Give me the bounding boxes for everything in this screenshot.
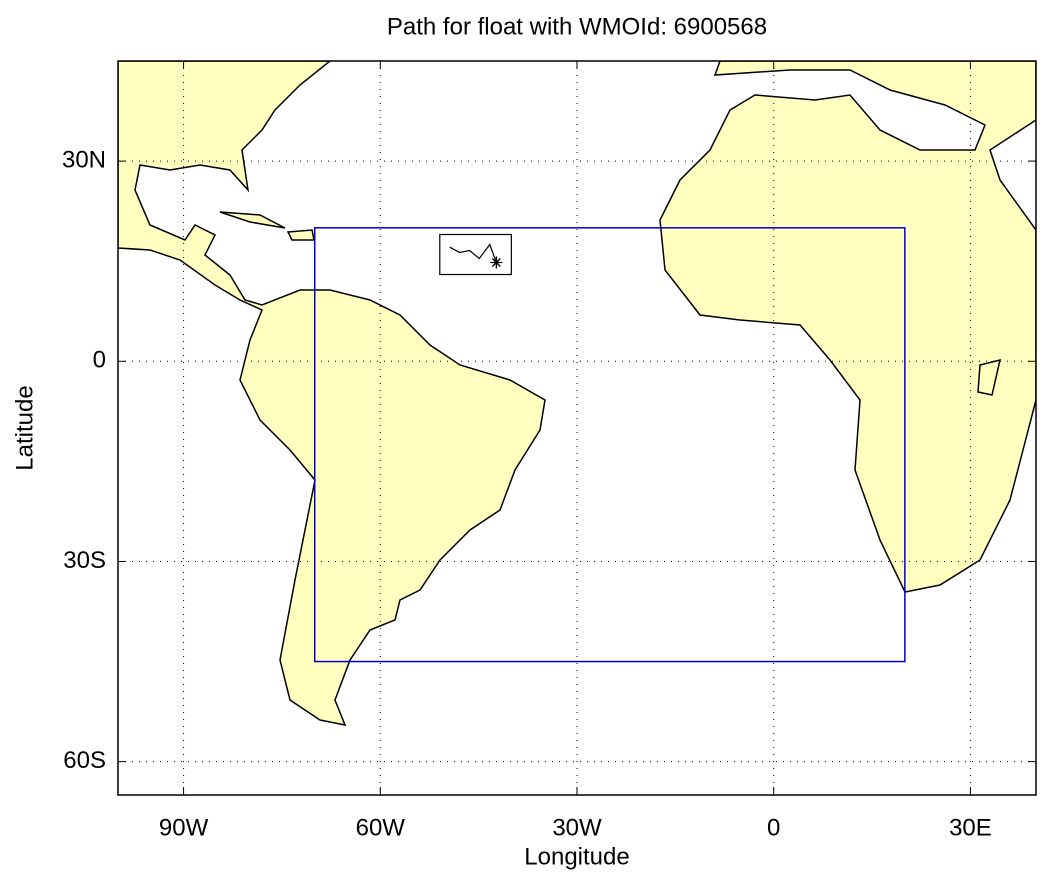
x-tick-label: 0 [767, 814, 780, 841]
y-tick-label: 0 [93, 347, 106, 374]
x-tick-label: 90W [159, 814, 209, 841]
x-tick-label: 30W [552, 814, 602, 841]
y-tick-label: 60S [63, 747, 106, 774]
plot-frame [117, 60, 1037, 796]
grid [118, 61, 1036, 795]
cuba [219, 211, 286, 229]
hispaniola [286, 229, 315, 241]
x-tick-label: 60W [356, 814, 406, 841]
y-tick-label: 30N [62, 146, 106, 173]
float-inset-box [439, 233, 512, 276]
y-axis-label: Latitude [11, 385, 38, 470]
chart-title: Path for float with WMOId: 6900568 [387, 13, 767, 40]
float-last-position [490, 256, 503, 269]
float-path [449, 243, 497, 263]
africa-europe [659, 61, 1036, 593]
x-axis-label: Longitude [524, 843, 629, 870]
y-tick-label: 30S [63, 547, 106, 574]
landmasses [118, 61, 1036, 727]
region-box [313, 227, 906, 663]
x-tick-label: 30E [949, 814, 992, 841]
overlay [313, 227, 906, 663]
americas [118, 61, 546, 727]
